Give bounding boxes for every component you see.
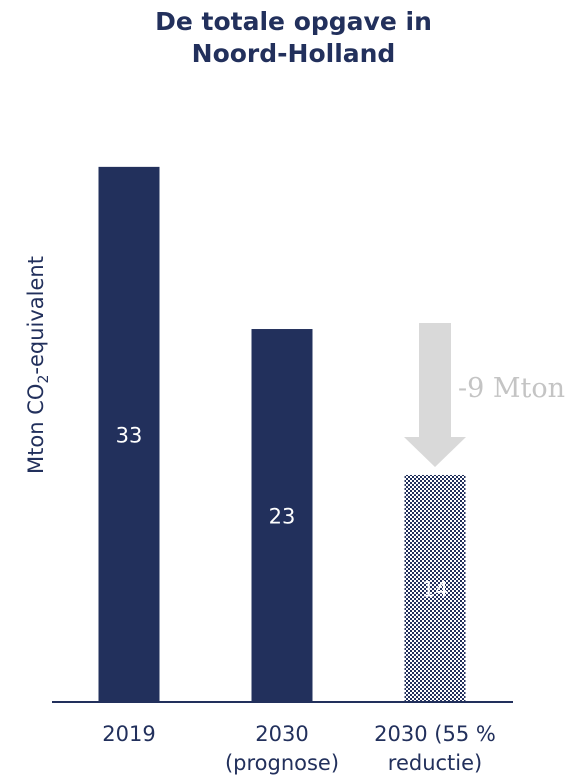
bar-value-label-1: 33 <box>116 423 143 447</box>
bar-value-label-2: 23 <box>269 505 296 529</box>
category-label-1: 2019 <box>102 722 155 746</box>
bar-value-label-3: 14 <box>422 577 449 601</box>
category-label-2-line-1: 2030 <box>255 722 308 746</box>
chart-title: De totale opgave in Noord-Holland <box>0 6 587 70</box>
y-axis-label-subscript: 2 <box>36 375 52 384</box>
category-label-3-line-2: reductie) <box>388 751 482 775</box>
bar-2 <box>251 329 313 702</box>
y-axis-label-main: Mton CO <box>24 384 48 474</box>
y-axis-label-rest: -equivalent <box>24 256 48 375</box>
category-label-2-line-2: (prognose) <box>225 751 339 775</box>
category-label-1-line-1: 2019 <box>102 722 155 746</box>
category-label-3-line-1: 2030 (55 % <box>374 722 496 746</box>
reduction-arrow-icon <box>404 323 466 467</box>
chart-title-line-1: De totale opgave in <box>155 7 432 36</box>
category-label-3: 2030 (55 % reductie) <box>374 722 496 775</box>
y-axis-label: Mton CO2-equivalent <box>24 256 52 474</box>
chart-title-line-2: Noord-Holland <box>191 39 396 68</box>
reduction-annotation: -9 Mton <box>458 373 565 404</box>
bar-1 <box>98 166 160 702</box>
category-label-2: 2030 (prognose) <box>225 722 339 775</box>
bar-3 <box>404 474 466 702</box>
